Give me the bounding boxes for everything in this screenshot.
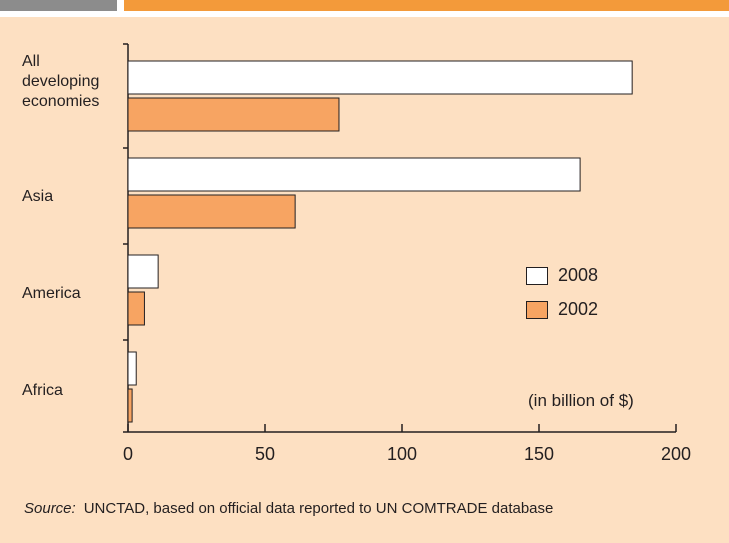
bar-2008 <box>127 157 581 192</box>
chart-panel <box>0 17 729 543</box>
legend-item-2008: 2008 <box>526 265 598 286</box>
bar-2008 <box>127 351 137 386</box>
header-orange-bar <box>124 0 729 11</box>
bar-2008 <box>127 60 633 95</box>
category-label: America <box>22 285 81 302</box>
bar-2008 <box>127 254 159 289</box>
x-tick-label: 100 <box>387 444 417 464</box>
source-note: Source: UNCTAD, based on official data re… <box>24 500 553 517</box>
source-text: UNCTAD, based on official data reported … <box>83 500 554 517</box>
source-label: Source: <box>24 500 76 517</box>
x-tick-label: 0 <box>123 444 133 464</box>
legend-label-2008: 2008 <box>558 265 599 285</box>
legend-item-2002: 2002 <box>526 299 598 320</box>
legend-swatch-2002 <box>526 300 548 319</box>
legend-label-2002: 2002 <box>558 299 599 319</box>
category-label: Asia <box>22 188 54 205</box>
x-tick-label: 50 <box>255 444 275 464</box>
x-tick-label: 150 <box>524 444 554 464</box>
category-label: Africa <box>22 382 63 399</box>
category-label: All developing economies <box>22 53 100 110</box>
bar-2002 <box>127 97 340 132</box>
header-gray-bar <box>0 0 117 11</box>
bar-2002 <box>127 291 145 326</box>
x-tick-label: 200 <box>661 444 691 464</box>
bar-2002 <box>127 388 133 423</box>
bar-2002 <box>127 194 296 229</box>
legend-swatch-2008 <box>526 266 548 285</box>
unit-label: (in billion of $) <box>528 391 634 410</box>
